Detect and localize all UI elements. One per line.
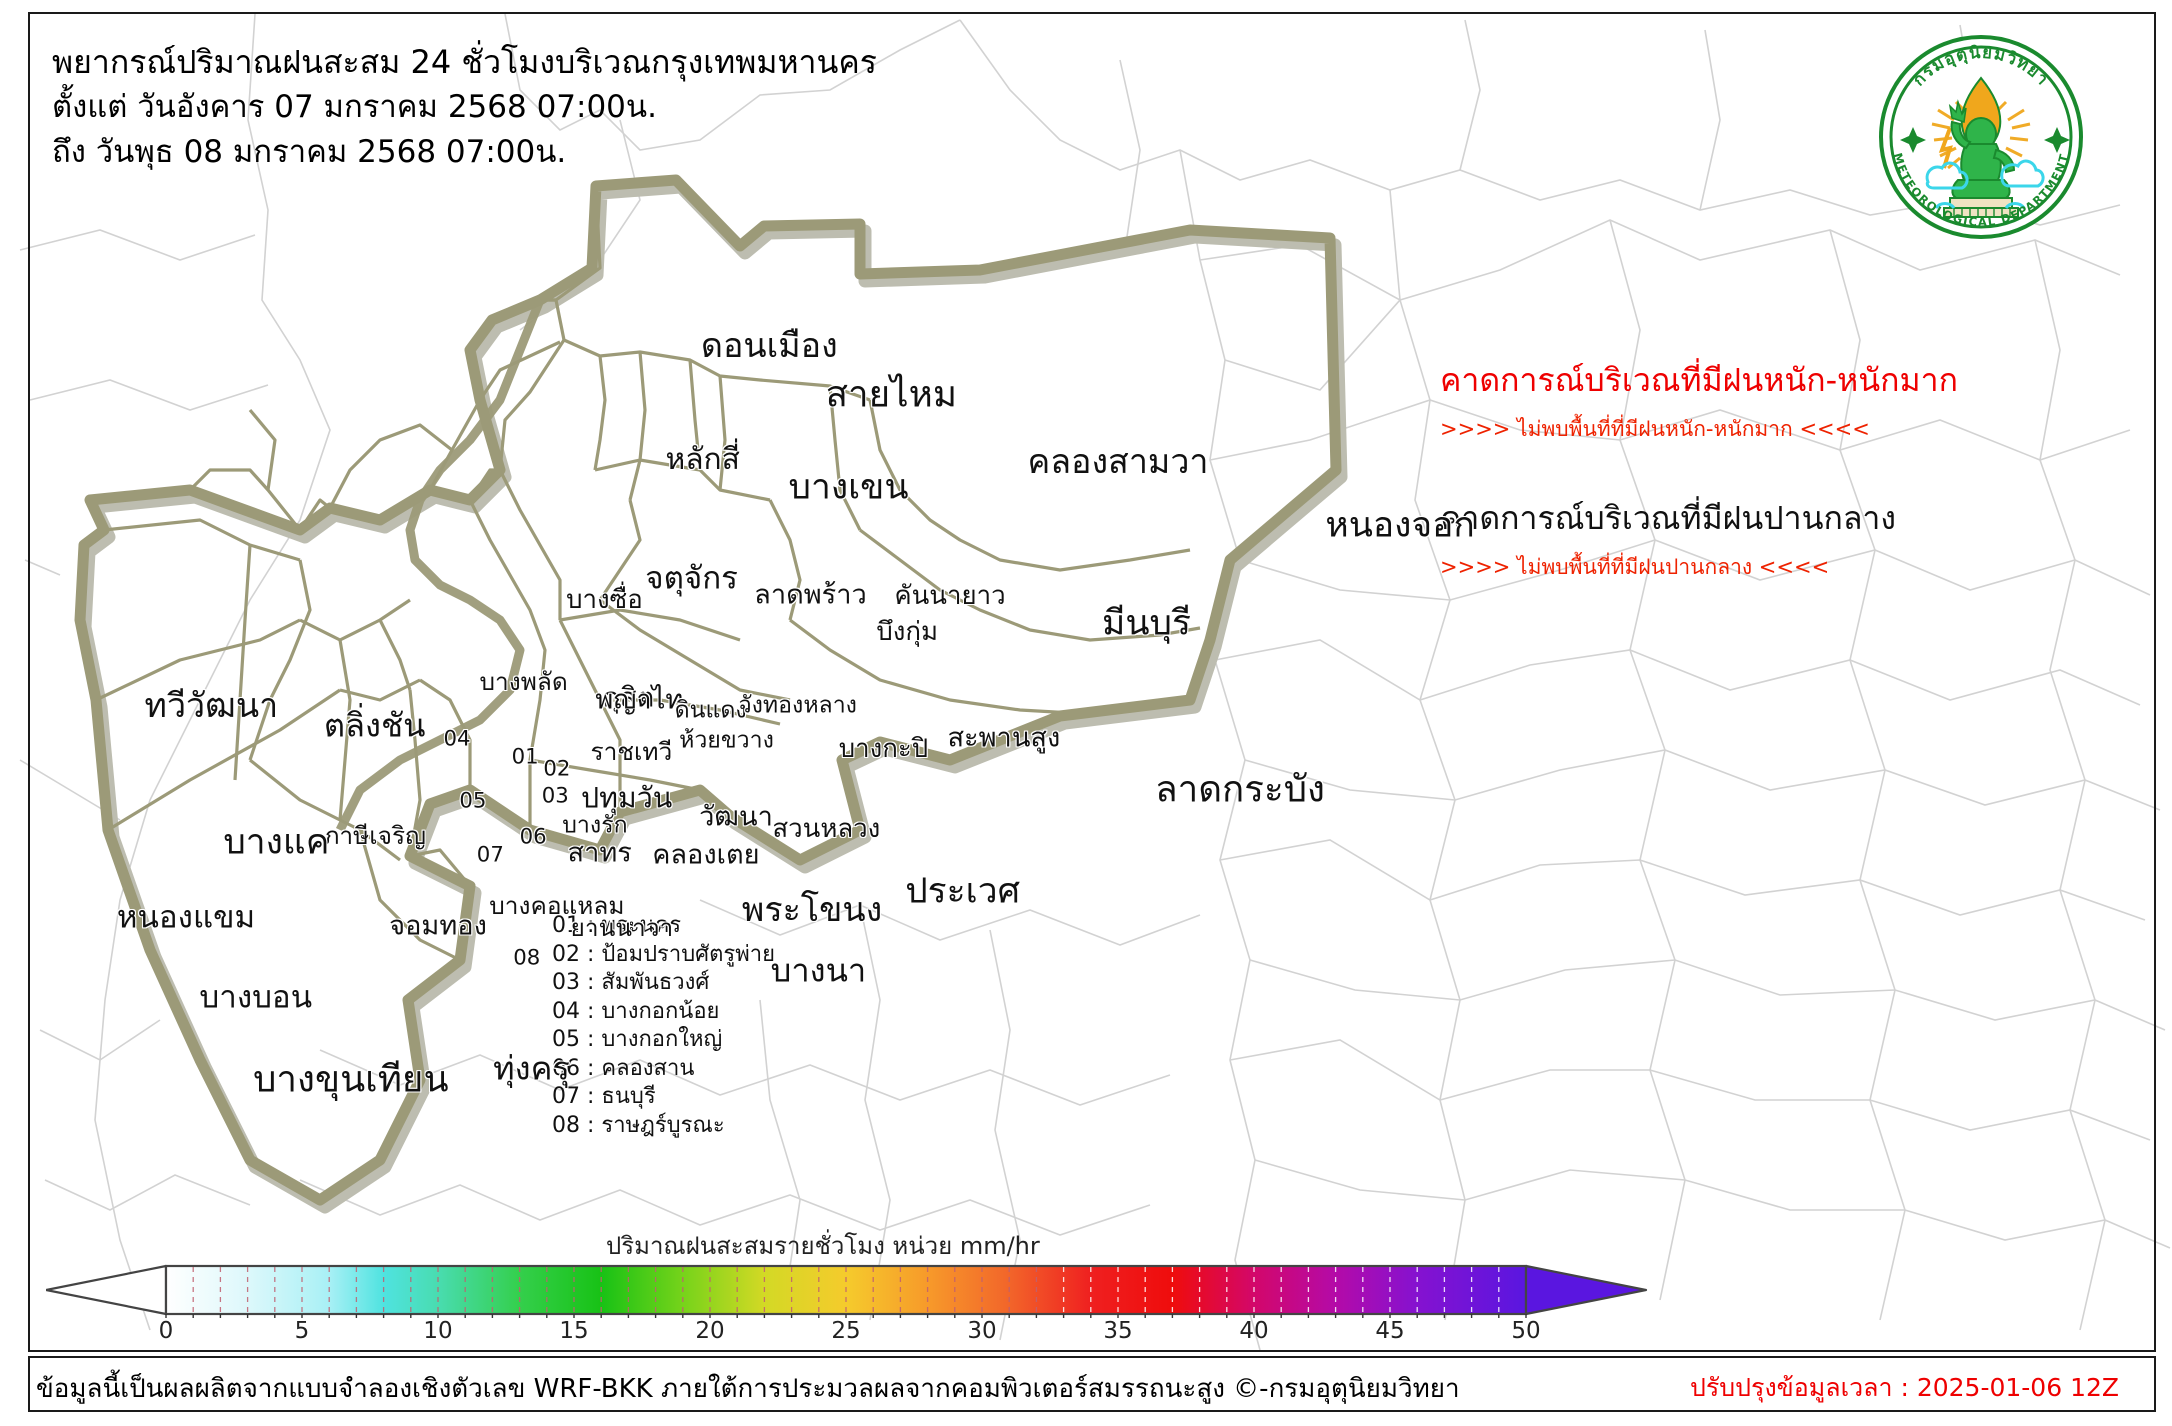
- district-code-label: 08: [513, 945, 541, 971]
- district-label: บางรัก: [562, 812, 628, 839]
- district-label: มีนบุรี: [1102, 602, 1191, 644]
- district-code-label: 06: [519, 824, 547, 850]
- district-label: สายไหม: [825, 372, 958, 416]
- colorbar-tick-label: 20: [695, 1318, 725, 1344]
- rainfall-colorbar: ปริมาณฝนสะสมรายชั่วโมง หน่วย mm/hr 0 5 10 1…: [46, 1232, 1666, 1348]
- district-label: หนองจอก: [1325, 504, 1475, 546]
- district-label: บางขุนเทียน: [253, 1057, 449, 1101]
- colorbar-tick-label: 15: [559, 1318, 589, 1344]
- colorbar-tick-label: 25: [831, 1318, 861, 1344]
- colorbar-tick-label: 35: [1103, 1318, 1133, 1344]
- colorbar-gradient: [46, 1264, 1648, 1318]
- district-label: คลองเตย: [652, 839, 760, 871]
- colorbar-tick-label: 40: [1239, 1318, 1269, 1344]
- district-label: ดุสิต: [602, 682, 655, 714]
- tmd-logo: กรมอุตุนิยมวิทยา METEOROLOGICAL DEPARTME…: [1876, 32, 2086, 242]
- title-line-1: พยากรณ์ปริมาณฝนสะสม 24 ชั่วโมงบริเวณกรุง…: [52, 43, 877, 81]
- district-label: ห้วยขวาง: [679, 727, 774, 754]
- district-label: ทุ่งครุ: [493, 1049, 570, 1088]
- district-label: บางคอแหลม: [489, 890, 625, 920]
- code-key-item: 01 : พระนคร: [552, 913, 682, 938]
- district-label: บางแค: [223, 821, 330, 863]
- district-label: สาทร: [567, 837, 632, 869]
- code-key-item: 02 : ป้อมปราบศัตรูพ่าย: [552, 941, 775, 967]
- district-label: ราชเทวี: [590, 736, 673, 766]
- district-label: หลักสี่: [665, 442, 740, 478]
- district-code-key: 01 : พระนคร 02 : ป้อมปราบศัตรูพ่าย 03 : …: [552, 912, 775, 1140]
- district-label: จตุจักร: [645, 560, 738, 597]
- district-label: ลาดกระบัง: [1155, 767, 1325, 811]
- district-label: วัฒนา: [699, 801, 773, 833]
- district-label: บางซื่อ: [566, 585, 643, 616]
- district-label: บางบอน: [199, 978, 313, 1015]
- chao-phraya-river: [335, 298, 545, 833]
- district-label: สวนหลวง: [772, 813, 881, 844]
- district-label: ภาษีเจริญ: [323, 820, 426, 850]
- code-key-item: 06 : คลองสาน: [552, 1055, 695, 1081]
- district-label: จอมทอง: [389, 910, 487, 942]
- district-label: บึงกุ่ม: [876, 617, 939, 648]
- district-code-label: 04: [443, 726, 471, 752]
- page-title: พยากรณ์ปริมาณฝนสะสม 24 ชั่วโมงบริเวณกรุง…: [52, 40, 1052, 175]
- footer-frame: [28, 1356, 2156, 1412]
- district-label: ยานนาวา: [570, 912, 674, 942]
- colorbar-tick-label: 30: [967, 1318, 997, 1344]
- code-key-item: 05 : บางกอกใหญ่: [552, 1027, 723, 1052]
- district-label: หนองแขม: [116, 899, 256, 936]
- title-line-2: ตั้งแต่ วันอังคาร 07 มกราคม 2568 07:00น.: [52, 89, 657, 125]
- district-code-label: 02: [543, 756, 571, 782]
- district-label: พระโขนง: [741, 890, 883, 931]
- heavy-rain-heading: คาดการณ์บริเวณที่มีฝนหนัก-หนักมาก: [1440, 361, 1958, 399]
- district-label: พญาไท: [595, 683, 684, 715]
- code-key-item: 07 : ธนบุรี: [552, 1084, 656, 1109]
- district-label: ดอนเมือง: [700, 326, 838, 367]
- colorbar-tick-labels: 0 5 10 15 20 25 30 35 40 45 50: [46, 1318, 1666, 1348]
- district-label: สะพานสูง: [947, 721, 1061, 753]
- code-key-item: 03 : สัมพันธวงศ์: [552, 970, 710, 995]
- district-label: ตลิ่งชัน: [323, 707, 426, 746]
- code-key-item: 08 : ราษฎร์บูรณะ: [552, 1112, 725, 1138]
- colorbar-tick-label: 50: [1511, 1318, 1541, 1344]
- colorbar-tick-label: 45: [1375, 1318, 1405, 1344]
- district-label: วังทองหลาง: [738, 692, 857, 719]
- bkk-outer-boundary: [74, 174, 1342, 1206]
- footer-updated-time: ปรับปรุงข้อมูลเวลา : 2025-01-06 12Z: [1690, 1373, 2120, 1402]
- district-label: บางกะปิ: [838, 734, 929, 765]
- district-label: บางพลัด: [479, 666, 568, 696]
- district-label: บางนา: [770, 951, 867, 990]
- colorbar-title: ปริมาณฝนสะสมรายชั่วโมง หน่วย mm/hr: [606, 1232, 1040, 1260]
- moderate-rain-value: >>>> ไม่พบพื้นที่ที่มีฝนปานกลาง <<<<: [1440, 555, 1830, 579]
- district-label: ลาดพร้าว: [754, 579, 867, 611]
- district-label: ปทุมวัน: [580, 780, 673, 815]
- district-label: ประเวศ: [905, 870, 1021, 912]
- heavy-rain-value: >>>> ไม่พบพื้นที่ที่มีฝนหนัก-หนักมาก <<<…: [1440, 417, 1870, 441]
- district-code-label: 05: [459, 788, 487, 814]
- code-key-item: 04 : บางกอกน้อย: [552, 998, 720, 1024]
- district-label: คันนายาว: [894, 580, 1006, 611]
- title-line-3: ถึง วันพุธ 08 มกราคม 2568 07:00น.: [52, 134, 567, 170]
- district-label: บางเขน: [788, 466, 909, 508]
- district-label: ทวีวัฒนา: [144, 685, 279, 726]
- moderate-rain-heading: คาดการณ์บริเวณที่มีฝนปานกลาง: [1440, 499, 1897, 537]
- district-code-label: 01: [511, 743, 539, 769]
- district-label: คลองสามวา: [1027, 441, 1209, 482]
- district-label: ดินแดง: [674, 697, 747, 724]
- colorbar-tick-label: 10: [423, 1318, 453, 1344]
- colorbar-tick-label: 0: [158, 1318, 174, 1344]
- district-code-label: 03: [541, 783, 569, 809]
- colorbar-tick-label: 5: [294, 1318, 310, 1344]
- district-code-label: 07: [476, 842, 504, 868]
- footer-credit: ข้อมูลนี้เป็นผลผลิตจากแบบจำลองเชิงตัวเลข…: [36, 1374, 1460, 1404]
- forecast-legend-panel: คาดการณ์บริเวณที่มีฝนหนัก-หนักมาก >>>> ไ…: [1440, 358, 2140, 586]
